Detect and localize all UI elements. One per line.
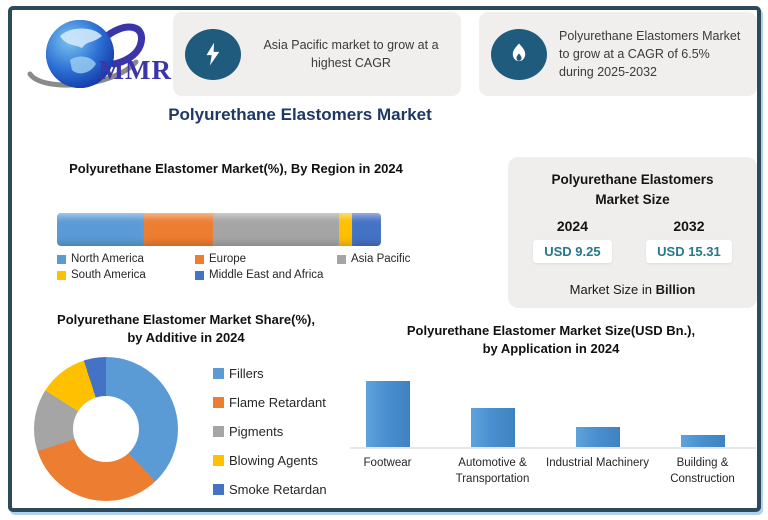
bar-label-industrial-machinery: Industrial Machinery — [546, 457, 649, 469]
legend-label: Fillers — [229, 366, 264, 381]
legend-marker — [213, 455, 224, 466]
additive-chart-title: Polyurethane Elastomer Market Share(%), … — [57, 312, 315, 346]
legend-item-middle-east-and-africa: Middle East and Africa — [195, 269, 337, 281]
legend-marker — [195, 270, 204, 280]
bar-column-industrial-machinery — [545, 377, 650, 447]
region-legend: North America Europe Asia Pacific South Ame… — [57, 253, 410, 281]
market-size-note: Market Size in Billion — [508, 282, 757, 297]
legend-label: Flame Retardant — [229, 395, 326, 410]
badge-text: Asia Pacific market to grow at a highest… — [263, 37, 439, 70]
application-axis-line — [350, 447, 756, 449]
bar-label-building-construction: Building & Construction — [670, 457, 735, 485]
market-size-col-2024: 2024 USD 9.25 — [533, 218, 612, 264]
donut-hole — [73, 396, 139, 462]
globe-icon — [27, 20, 146, 88]
legend-marker — [57, 270, 66, 280]
market-cagr-badge: Polyurethane Elastomers Market to grow a… — [479, 12, 757, 96]
region-segment-south-america — [338, 213, 352, 246]
additive-legend: Fillers Flame Retardant Pigments Blowing Ag… — [213, 366, 327, 497]
legend-marker — [213, 426, 224, 437]
bar-column-footwear — [335, 377, 440, 447]
legend-item-pigments: Pigments — [213, 424, 327, 439]
year-label: 2024 — [556, 218, 589, 235]
note-unit: Billion — [655, 282, 696, 297]
mmr-logo: MMR — [22, 14, 174, 98]
market-size-box-title: Polyurethane Elastomers Market Size — [551, 172, 714, 207]
legend-marker — [337, 254, 346, 264]
legend-marker — [213, 484, 224, 495]
lightning-icon — [185, 28, 241, 80]
page-title: Polyurethane Elastomers Market — [168, 105, 432, 124]
legend-label: Europe — [209, 253, 247, 265]
bar-column-building-construction — [650, 377, 755, 447]
legend-marker — [195, 254, 204, 264]
legend-label: Pigments — [229, 424, 284, 439]
bar-industrial-machinery — [575, 427, 620, 447]
legend-item-asia-pacific: Asia Pacific — [337, 253, 410, 265]
legend-marker — [213, 397, 224, 408]
bar-building-construction — [680, 435, 725, 447]
legend-label: Middle East and Africa — [209, 269, 324, 281]
legend-item-smoke-retardan: Smoke Retardan — [213, 482, 327, 497]
legend-item-flame-retardant: Flame Retardant — [213, 395, 327, 410]
legend-label: Smoke Retardan — [229, 482, 327, 497]
application-chart-title: Polyurethane Elastomer Market Size(USD B… — [406, 323, 696, 357]
market-size-box: Polyurethane Elastomers Market Size 2024… — [508, 157, 757, 308]
legend-marker — [57, 254, 66, 264]
infographic-frame: MMR Asia Pacific market to grow at a hig… — [8, 6, 761, 512]
legend-item-fillers: Fillers — [213, 366, 327, 381]
market-size-columns: 2024 USD 9.25 2032 USD 15.31 — [508, 218, 757, 264]
bar-label-footwear: Footwear — [363, 457, 412, 469]
legend-label: Asia Pacific — [351, 253, 411, 265]
bar-column-automotive-transportation — [440, 377, 545, 447]
asia-pacific-cagr-badge: Asia Pacific market to grow at a highest… — [173, 12, 461, 96]
bar-label-automotive-transportation: Automotive & Transportation — [455, 457, 530, 485]
application-labels: Footwear Automotive & Transportation Indus… — [335, 456, 755, 487]
legend-label: North America — [71, 253, 144, 265]
legend-label: South America — [71, 269, 146, 281]
legend-item-north-america: North America — [57, 253, 195, 265]
legend-label: Blowing Agents — [229, 453, 318, 468]
additive-donut — [34, 357, 178, 501]
bar-footwear — [365, 381, 410, 447]
legend-marker — [213, 368, 224, 379]
year-label: 2032 — [673, 218, 705, 235]
region-stacked-bar — [57, 213, 381, 246]
flame-icon — [491, 28, 547, 80]
market-size-value-2032: USD 15.31 — [646, 240, 732, 264]
badge-text: Polyurethane Elastomers Market to grow a… — [559, 28, 741, 80]
region-segment-north-america — [57, 213, 145, 246]
region-segment-asia-pacific — [212, 213, 339, 246]
bar-automotive-transportation — [470, 408, 515, 447]
region-segment-middle-east-and-africa — [351, 213, 381, 246]
legend-item-south-america: South America — [57, 269, 195, 281]
legend-item-europe: Europe — [195, 253, 337, 265]
logo-wordmark: MMR — [98, 55, 172, 85]
region-segment-europe — [144, 213, 213, 246]
region-chart-title: Polyurethane Elastomer Market(%), By Reg… — [69, 161, 403, 176]
market-size-value-2024: USD 9.25 — [533, 240, 612, 264]
market-size-col-2032: 2032 USD 15.31 — [646, 218, 732, 264]
note-prefix: Market Size in — [569, 282, 656, 297]
application-bars — [335, 377, 755, 447]
legend-item-blowing-agents: Blowing Agents — [213, 453, 327, 468]
